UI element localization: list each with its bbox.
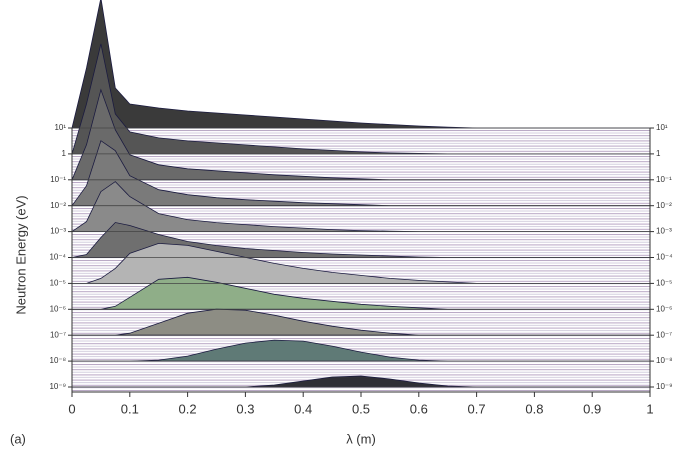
y-tick-label: 10⁻⁶ xyxy=(50,304,66,313)
x-tick-label: 0.9 xyxy=(583,401,601,416)
y-tick-label: 10⁻¹ xyxy=(656,175,672,184)
y-tick-label: 10⁻³ xyxy=(50,227,66,236)
x-tick-label: 0.7 xyxy=(468,401,486,416)
y-tick-label: 1 xyxy=(656,149,661,158)
y-tick-label: 10⁻⁴ xyxy=(49,253,66,262)
y-axis-label: Neutron Energy (eV) xyxy=(13,195,28,314)
y-tick-label: 10⁻⁴ xyxy=(656,253,673,262)
y-tick-label: 10⁻⁷ xyxy=(656,330,672,339)
y-tick-label: 1 xyxy=(62,149,67,158)
panel-label: (a) xyxy=(10,431,26,446)
x-tick-label: 0.5 xyxy=(352,401,370,416)
x-tick-label: 0.6 xyxy=(410,401,428,416)
x-tick-label: 0 xyxy=(68,401,75,416)
y-tick-label: 10⁻⁶ xyxy=(656,304,672,313)
x-tick-label: 0.3 xyxy=(236,401,254,416)
y-tick-label: 10⁻² xyxy=(656,201,672,210)
x-tick-label: 0.8 xyxy=(525,401,543,416)
y-tick-label: 10¹ xyxy=(54,123,66,132)
y-tick-label: 10⁻⁹ xyxy=(656,382,673,391)
x-tick-label: 0.4 xyxy=(294,401,312,416)
y-tick-label: 10⁻⁸ xyxy=(50,356,67,365)
x-tick-label: 1 xyxy=(646,401,653,416)
x-axis-label: λ (m) xyxy=(346,431,376,446)
x-tick-label: 0.1 xyxy=(121,401,139,416)
y-tick-label: 10¹ xyxy=(656,123,668,132)
ridge xyxy=(71,0,650,129)
y-tick-label: 10⁻⁷ xyxy=(50,330,66,339)
x-tick-label: 0.2 xyxy=(179,401,197,416)
y-tick-label: 10⁻⁵ xyxy=(50,279,66,288)
y-tick-label: 10⁻⁸ xyxy=(656,356,673,365)
y-tick-label: 10⁻⁵ xyxy=(656,279,672,288)
y-tick-label: 10⁻³ xyxy=(656,227,672,236)
y-tick-label: 10⁻⁹ xyxy=(49,382,66,391)
y-tick-label: 10⁻² xyxy=(50,201,66,210)
y-tick-label: 10⁻¹ xyxy=(50,175,66,184)
